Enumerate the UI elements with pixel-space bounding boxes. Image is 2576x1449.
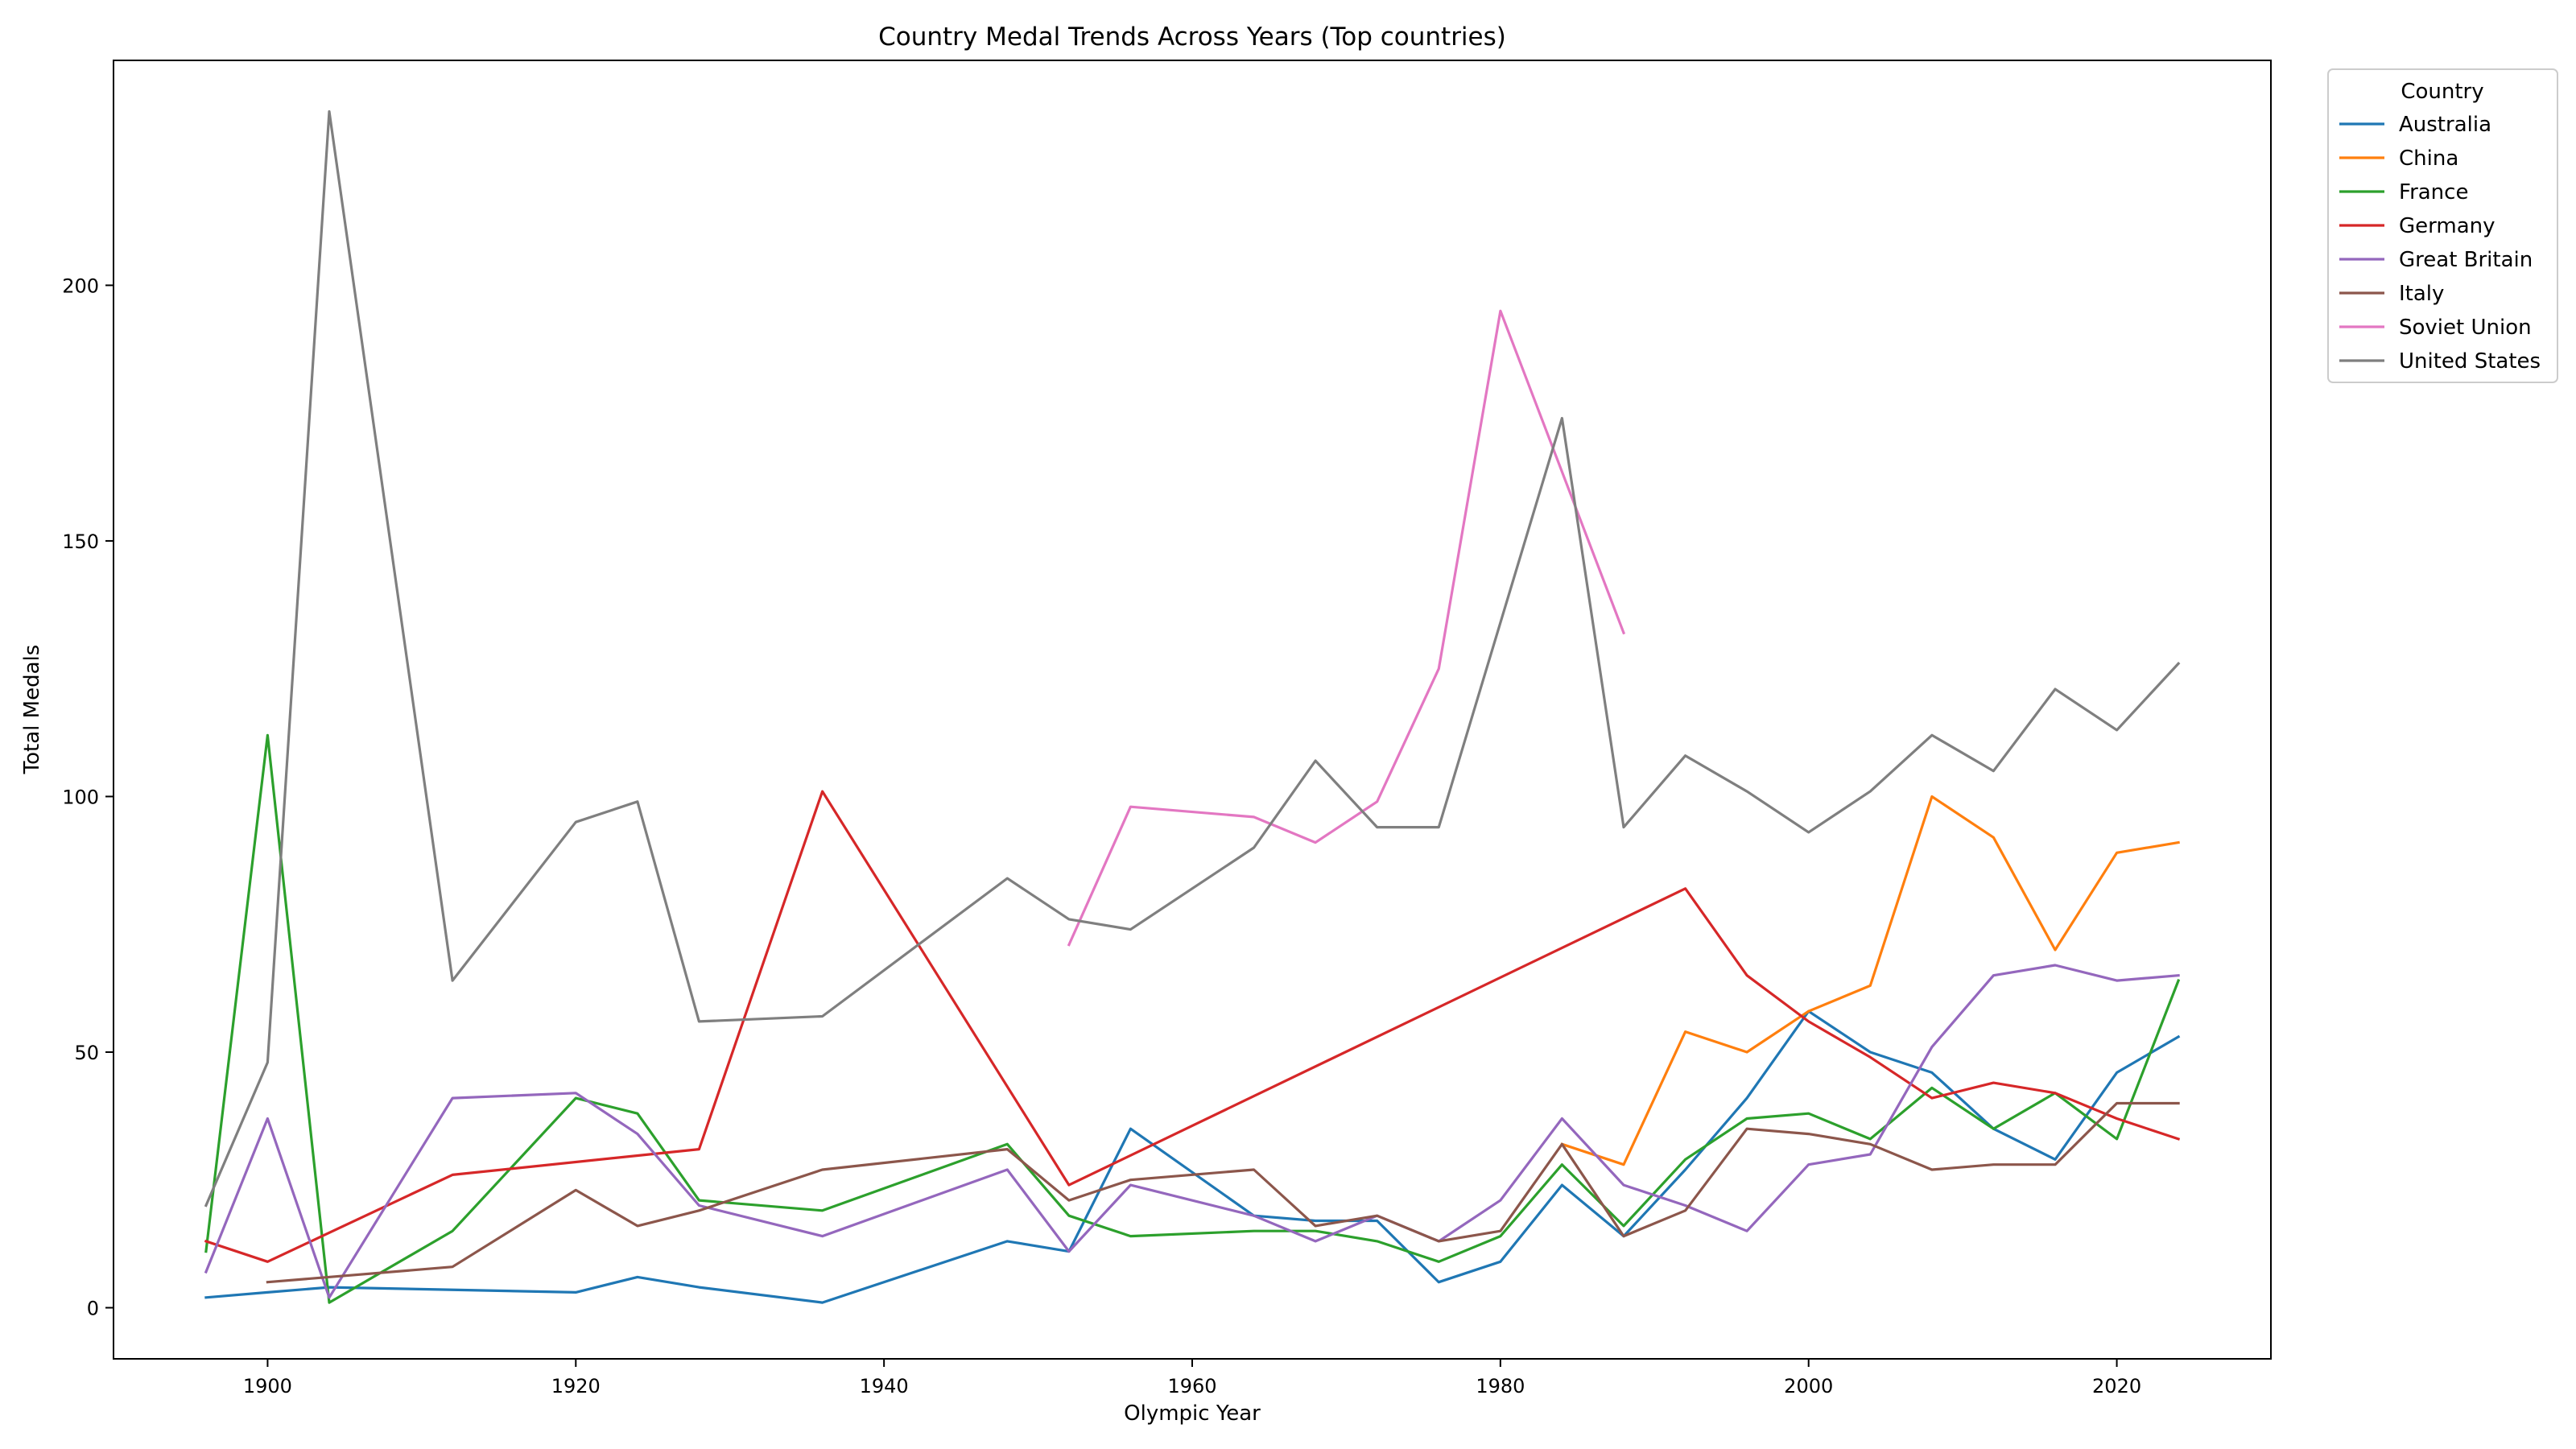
series-line-soviet-union: [1067, 309, 1626, 947]
legend-label-australia: Australia: [2399, 113, 2491, 137]
x-tick-label: 1900: [243, 1375, 292, 1397]
legend-label-china: China: [2399, 147, 2458, 171]
series-line-united-states: [204, 109, 2181, 1208]
series-layer: [204, 109, 2181, 1304]
chart-title: Country Medal Trends Across Years (Top c…: [878, 23, 1506, 52]
y-axis: 0 50 100 150 200: [62, 275, 114, 1319]
series-line-italy: [266, 1101, 2180, 1284]
legend-label-germany: Germany: [2399, 214, 2496, 238]
x-tick-label: 1940: [860, 1375, 909, 1397]
x-tick-label: 1980: [1476, 1375, 1525, 1397]
y-axis-label: Total Medals: [20, 645, 44, 775]
x-axis: 1900 1920 1940 1960 1980 2000 2020: [243, 1359, 2141, 1397]
legend-title: Country: [2401, 80, 2483, 104]
x-tick-label: 1960: [1167, 1375, 1216, 1397]
y-tick-label: 200: [62, 275, 99, 297]
series-line-france: [204, 733, 2181, 1304]
y-tick-label: 0: [87, 1297, 99, 1319]
x-tick-label: 2020: [2092, 1375, 2141, 1397]
y-tick-label: 50: [74, 1042, 99, 1064]
plot-area-frame: [113, 60, 2272, 1360]
x-tick-label: 1920: [551, 1375, 601, 1397]
y-tick-label: 100: [62, 786, 99, 808]
x-tick-label: 2000: [1784, 1375, 1833, 1397]
series-line-china: [1560, 795, 2180, 1166]
y-tick-label: 150: [62, 530, 99, 553]
legend: Country Australia China France Germany Great…: [2327, 68, 2558, 383]
series-line-australia: [204, 1009, 2181, 1304]
legend-label-france: France: [2399, 180, 2468, 204]
series-line-germany: [204, 790, 2181, 1263]
legend-items: Australia China France Germany Great Britain…: [2339, 113, 2541, 374]
series-line-great-britain: [204, 964, 2180, 1299]
legend-label-soviet-union: Soviet Union: [2399, 316, 2532, 340]
legend-label-italy: Italy: [2399, 282, 2444, 306]
legend-label-united-states: United States: [2399, 349, 2541, 374]
x-axis-label: Olympic Year: [1124, 1402, 1261, 1426]
legend-label-great-britain: Great Britain: [2399, 248, 2533, 272]
legend-box: [2327, 68, 2558, 383]
